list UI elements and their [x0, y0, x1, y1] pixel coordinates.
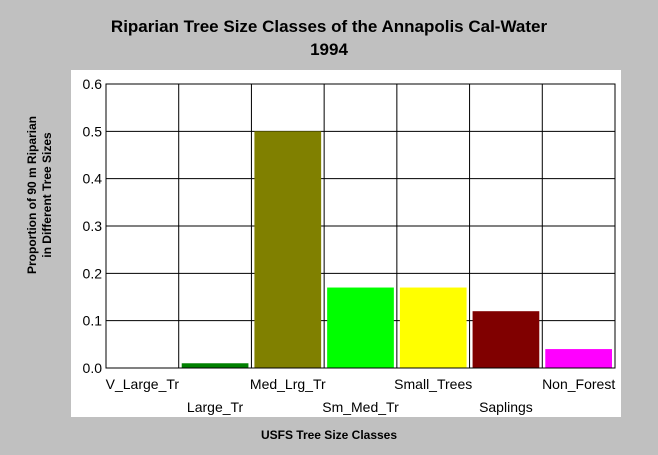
- bar-saplings: [472, 311, 540, 368]
- x-tick-label: Saplings: [479, 399, 533, 415]
- x-tick-label: V_Large_Tr: [106, 376, 180, 392]
- y-axis-title-line-2: in Different Tree Sizes: [40, 132, 54, 258]
- ytick-layer: 0.0 0.1 0.2 0.3 0.4 0.5 0.6: [83, 76, 103, 376]
- y-tick-label: 0.0: [83, 360, 103, 376]
- bar-sm-med-tr: [327, 287, 394, 368]
- plot-frame: [105, 83, 616, 369]
- y-axis-title-line-1: Proportion of 90 m Riparian: [25, 116, 39, 274]
- x-tick-label: Large_Tr: [187, 399, 244, 415]
- x-tick-label: Small_Trees: [394, 376, 472, 392]
- chart-title-line-2: 1994: [310, 40, 348, 59]
- bar-large-tr: [181, 363, 249, 368]
- bar-small-trees: [399, 287, 467, 368]
- y-tick-label: 0.3: [83, 218, 103, 234]
- bar-layer: [181, 131, 612, 368]
- x-tick-label: Non_Forest: [542, 376, 615, 392]
- xtick-layer: V_Large_Tr Large_Tr Med_Lrg_Tr Sm_Med_Tr Sma…: [106, 376, 616, 415]
- chart-title-line-1: Riparian Tree Size Classes of the Annapo…: [111, 17, 548, 36]
- y-tick-label: 0.1: [83, 313, 103, 329]
- x-axis-title: USFS Tree Size Classes: [261, 428, 397, 442]
- bar-med-lrg-tr: [254, 131, 322, 368]
- y-tick-label: 0.4: [83, 171, 103, 187]
- y-tick-label: 0.2: [83, 265, 103, 281]
- x-tick-label: Med_Lrg_Tr: [250, 376, 326, 392]
- bar-non-forest: [545, 349, 612, 368]
- y-tick-label: 0.5: [83, 123, 103, 139]
- y-tick-label: 0.6: [83, 76, 103, 92]
- x-tick-label: Sm_Med_Tr: [322, 399, 399, 415]
